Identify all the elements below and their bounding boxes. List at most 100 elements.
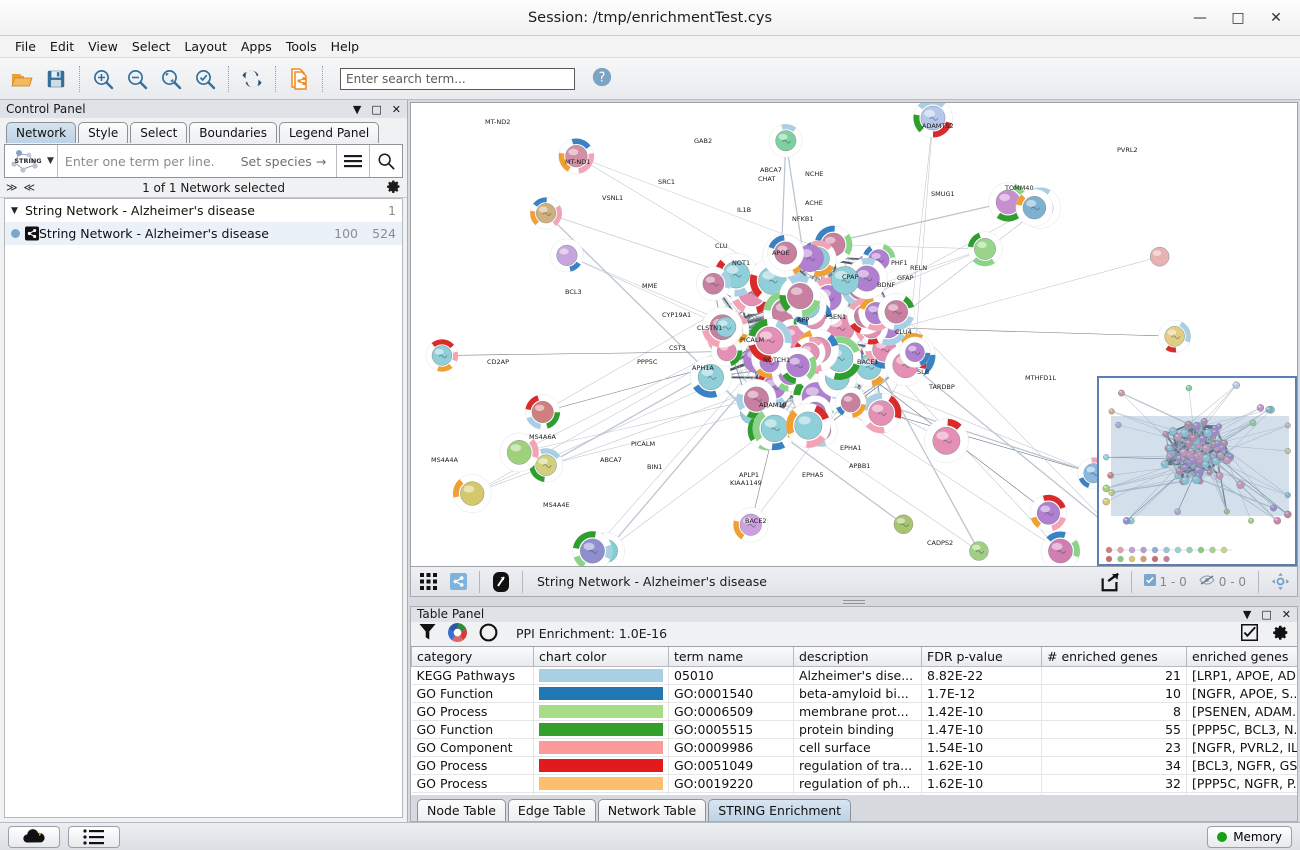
network-canvas[interactable]: [411, 103, 1297, 566]
tab-network-table[interactable]: Network Table: [597, 799, 707, 822]
table-row[interactable]: GO Process GO:0033619membrane prot...1.93…: [411, 792, 1297, 796]
table-row[interactable]: GO Process GO:0051049 regulation of tra...…: [411, 756, 1297, 776]
search-icon[interactable]: [369, 145, 402, 177]
node-label: PVRL2: [1117, 146, 1138, 154]
grid-icon[interactable]: [415, 570, 441, 594]
minimize-icon[interactable]: —: [1193, 9, 1207, 26]
hamburger-icon[interactable]: [336, 145, 369, 177]
close-icon[interactable]: ✕: [1270, 9, 1282, 26]
col-enriched-count[interactable]: # enriched genes: [1041, 646, 1187, 668]
checkbox-checked-icon[interactable]: [1143, 574, 1156, 589]
node-label: CLU4: [895, 328, 912, 336]
panel-splitter[interactable]: [408, 597, 1300, 606]
cp-collapse-icon[interactable]: ▼: [352, 102, 362, 116]
set-species-link[interactable]: Set species →: [240, 153, 327, 169]
share-network-icon[interactable]: [283, 63, 315, 95]
tp-close-icon[interactable]: ✕: [1281, 607, 1291, 621]
menu-help[interactable]: Help: [330, 39, 360, 54]
node-label: CYP19A1: [662, 311, 692, 319]
col-enriched-genes[interactable]: enriched genes: [1186, 646, 1297, 668]
table-row[interactable]: GO Function GO:0005515 protein binding 1.47…: [411, 720, 1297, 740]
zoom-in-icon[interactable]: [87, 63, 119, 95]
menu-edit[interactable]: Edit: [49, 39, 75, 54]
tab-node-table[interactable]: Node Table: [417, 799, 506, 822]
center-icon[interactable]: [1267, 570, 1293, 594]
cp-restore-icon[interactable]: □: [371, 102, 382, 116]
annotation-icon[interactable]: [488, 570, 514, 594]
table-row[interactable]: GO Process GO:0006509 membrane prot... 1.42…: [411, 702, 1297, 722]
tab-edge-table[interactable]: Edge Table: [507, 799, 596, 822]
menu-tools[interactable]: Tools: [285, 39, 317, 54]
cell-chart-color: [533, 666, 669, 686]
help-icon[interactable]: ?: [591, 66, 613, 91]
table-row[interactable]: GO Function GO:0001540 beta-amyloid bi... 1…: [411, 684, 1297, 704]
tree-root-row[interactable]: ▼ String Network - Alzheimer's disease 1: [5, 199, 402, 222]
menu-layout[interactable]: Layout: [184, 39, 227, 54]
cp-close-icon[interactable]: ✕: [391, 102, 401, 116]
gear-icon[interactable]: [1272, 624, 1289, 644]
tab-select[interactable]: Select: [130, 122, 188, 143]
zoom-selected-icon[interactable]: [189, 63, 221, 95]
open-folder-icon[interactable]: [6, 63, 38, 95]
selected-nodes-status[interactable]: 1 - 0: [1140, 574, 1191, 589]
chevron-up-icon[interactable]: ≪: [23, 181, 36, 194]
col-fdr-pvalue[interactable]: FDR p-value: [921, 646, 1042, 668]
donut-outline-icon[interactable]: [479, 623, 498, 645]
string-dropdown-icon[interactable]: ▼: [47, 156, 54, 166]
table-row[interactable]: GO Component GO:0009986 cell surface 1.54E-…: [411, 738, 1297, 758]
cell-fdr: 1.54E-10: [921, 738, 1042, 758]
memory-status-dot: [1217, 831, 1228, 842]
node-label: BACE1: [857, 358, 879, 366]
search-input[interactable]: Enter search term...: [340, 67, 575, 90]
splitter-grip[interactable]: [843, 599, 865, 604]
maximize-icon[interactable]: □: [1231, 9, 1245, 26]
node-label: APH1A: [692, 364, 714, 372]
hidden-nodes-status[interactable]: 0 - 0: [1195, 574, 1250, 589]
hidden-eye-icon[interactable]: [1199, 574, 1215, 589]
zoom-out-icon[interactable]: [121, 63, 153, 95]
tp-collapse-icon[interactable]: ▼: [1242, 607, 1252, 621]
expand-triangle-icon[interactable]: ▼: [11, 205, 18, 216]
string-query-input[interactable]: Enter one term per line. Set species →: [56, 145, 336, 177]
share-icon[interactable]: [445, 570, 471, 594]
donut-chart-icon[interactable]: [447, 622, 468, 645]
tp-restore-icon[interactable]: □: [1261, 607, 1272, 621]
zoom-fit-icon[interactable]: [155, 63, 187, 95]
overview-viewport-rect[interactable]: [1111, 416, 1289, 516]
tab-style[interactable]: Style: [78, 122, 129, 143]
menu-view[interactable]: View: [88, 39, 118, 54]
network-overview-panel[interactable]: [1097, 376, 1297, 566]
table-panel-header: Table Panel ▼ □ ✕: [411, 607, 1297, 622]
cloud-icon[interactable]: [8, 825, 60, 848]
gear-icon[interactable]: [386, 179, 401, 197]
col-category[interactable]: category: [411, 646, 534, 668]
menu-apps[interactable]: Apps: [240, 39, 272, 54]
tab-boundaries[interactable]: Boundaries: [189, 122, 277, 143]
network-view[interactable]: MT-ND2 MT-ND1 VSNL1 GAB2 CHAT ABCA7 NCHE ADAMTS…: [410, 102, 1298, 567]
tree-child-label: String Network - Alzheimer's disease: [39, 226, 269, 241]
tab-string-enrichment[interactable]: STRING Enrichment: [708, 799, 852, 822]
memory-status[interactable]: Memory: [1207, 825, 1292, 848]
cell-description: regulation of ph...: [793, 774, 922, 794]
table-row[interactable]: KEGG Pathways 05010 Alzheimer's dise... 8.8…: [411, 666, 1297, 686]
chevron-down-icon[interactable]: ≫: [6, 181, 18, 194]
col-chart-color[interactable]: chart color: [533, 646, 669, 668]
save-icon[interactable]: [40, 63, 72, 95]
checkbox-checked-icon[interactable]: [1241, 623, 1258, 644]
toolbar-separator: [79, 65, 80, 92]
table-row[interactable]: GO Process GO:0019220 regulation of ph... 1…: [411, 774, 1297, 794]
string-logo-icon[interactable]: STRING: [5, 145, 51, 177]
tree-child-row[interactable]: String Network - Alzheimer's disease 100…: [5, 222, 402, 245]
export-icon[interactable]: [1097, 570, 1123, 594]
tab-network[interactable]: Network: [6, 122, 77, 143]
node-label: ABCA7: [760, 166, 782, 174]
filter-icon[interactable]: [419, 623, 436, 644]
col-term-name[interactable]: term name: [668, 646, 794, 668]
refresh-icon[interactable]: [236, 63, 268, 95]
cell-count: 32: [1041, 774, 1187, 794]
menu-file[interactable]: File: [15, 39, 36, 54]
list-icon[interactable]: [68, 825, 120, 848]
col-description[interactable]: description: [793, 646, 922, 668]
menu-select[interactable]: Select: [131, 39, 171, 54]
tab-legend-panel[interactable]: Legend Panel: [278, 122, 380, 143]
